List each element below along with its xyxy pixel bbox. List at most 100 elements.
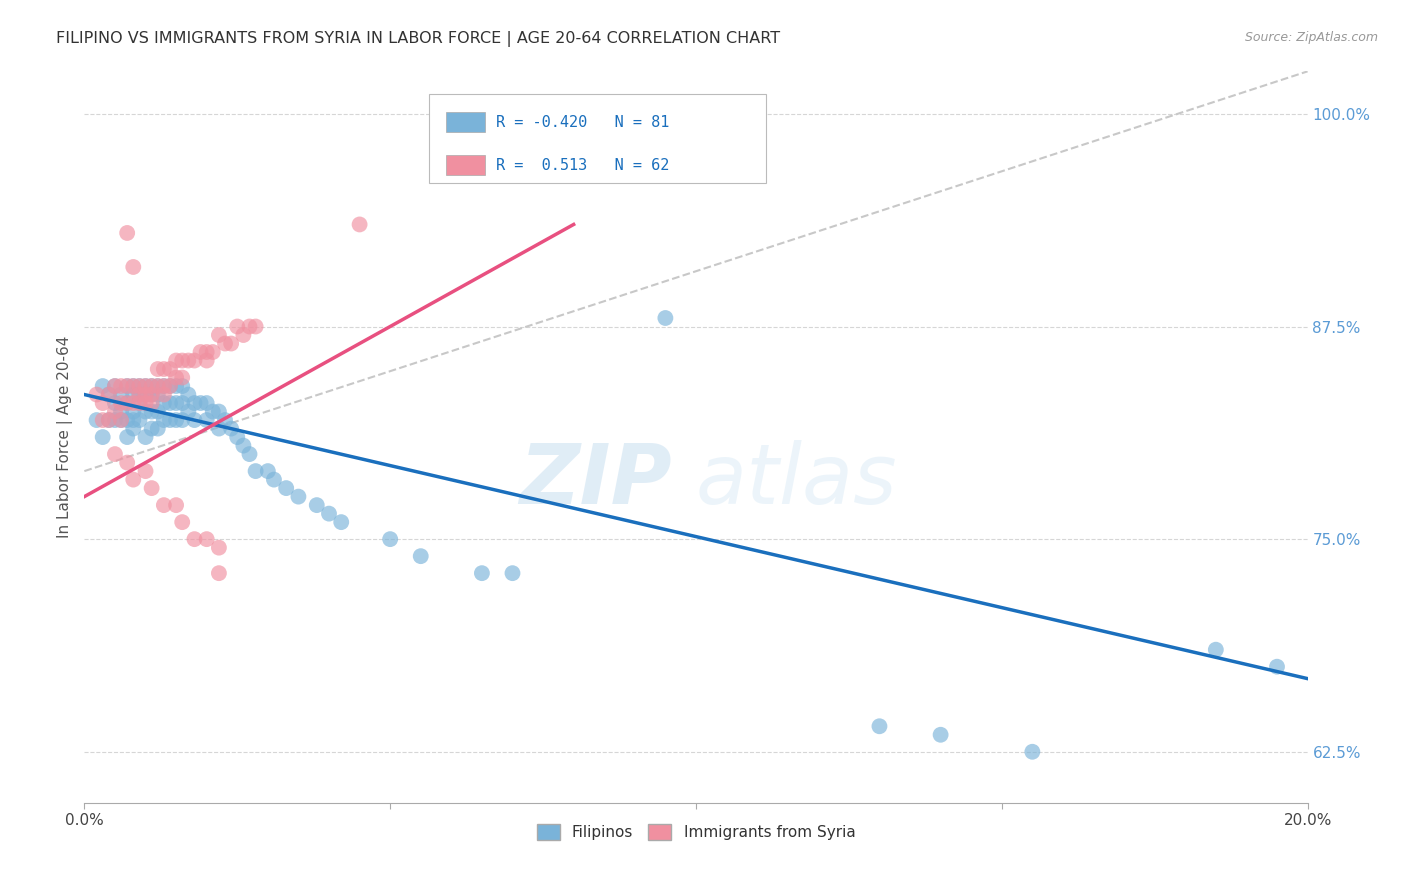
Text: atlas: atlas — [696, 441, 897, 522]
Point — [135, 379, 157, 393]
Point — [153, 379, 176, 393]
Point — [128, 396, 150, 410]
Point — [177, 404, 200, 418]
Point — [245, 319, 267, 334]
Point — [195, 396, 218, 410]
Point — [110, 396, 132, 410]
Point — [190, 345, 212, 359]
Point — [165, 413, 187, 427]
Point — [146, 362, 169, 376]
Point — [110, 413, 132, 427]
Point — [318, 507, 340, 521]
Text: R = -0.420   N = 81: R = -0.420 N = 81 — [496, 115, 669, 129]
Point — [869, 719, 891, 733]
Point — [128, 387, 150, 401]
Point — [226, 319, 249, 334]
Point — [104, 413, 127, 427]
Text: R =  0.513   N = 62: R = 0.513 N = 62 — [496, 158, 669, 172]
Point — [135, 396, 157, 410]
Point — [238, 319, 260, 334]
Point — [86, 413, 108, 427]
Point — [172, 515, 194, 529]
Point — [115, 226, 138, 240]
Point — [195, 345, 218, 359]
Point — [141, 379, 163, 393]
Point — [91, 430, 114, 444]
Point — [502, 566, 524, 581]
Point — [122, 404, 145, 418]
Point — [141, 387, 163, 401]
Point — [245, 464, 267, 478]
Point — [183, 396, 205, 410]
Point — [115, 396, 138, 410]
Point — [330, 515, 353, 529]
Point — [159, 413, 181, 427]
Point — [208, 566, 231, 581]
Text: Source: ZipAtlas.com: Source: ZipAtlas.com — [1244, 31, 1378, 45]
Point — [146, 387, 169, 401]
Point — [104, 379, 127, 393]
Point — [153, 413, 176, 427]
Point — [128, 387, 150, 401]
Point — [141, 396, 163, 410]
Point — [214, 336, 236, 351]
Point — [97, 413, 120, 427]
Point — [115, 413, 138, 427]
Point — [1265, 659, 1288, 673]
Point — [110, 404, 132, 418]
Point — [91, 379, 114, 393]
Point — [122, 413, 145, 427]
Text: FILIPINO VS IMMIGRANTS FROM SYRIA IN LABOR FORCE | AGE 20-64 CORRELATION CHART: FILIPINO VS IMMIGRANTS FROM SYRIA IN LAB… — [56, 31, 780, 47]
Point — [135, 379, 157, 393]
Point — [146, 379, 169, 393]
Point — [195, 353, 218, 368]
Point — [122, 379, 145, 393]
Point — [183, 413, 205, 427]
Point — [208, 541, 231, 555]
Point — [110, 387, 132, 401]
Point — [276, 481, 298, 495]
Point — [135, 387, 157, 401]
Point — [146, 421, 169, 435]
Point — [146, 404, 169, 418]
Point — [208, 328, 231, 343]
Point — [135, 430, 157, 444]
Point — [104, 379, 127, 393]
Point — [226, 430, 249, 444]
Point — [305, 498, 328, 512]
Point — [122, 260, 145, 274]
Point — [153, 387, 176, 401]
Point — [172, 413, 194, 427]
Legend: Filipinos, Immigrants from Syria: Filipinos, Immigrants from Syria — [530, 818, 862, 847]
Point — [86, 387, 108, 401]
Point — [128, 379, 150, 393]
Point — [208, 404, 231, 418]
Point — [208, 421, 231, 435]
Point — [159, 396, 181, 410]
Text: ZIP: ZIP — [519, 441, 672, 522]
Point — [183, 532, 205, 546]
Point — [201, 404, 224, 418]
Point — [195, 413, 218, 427]
Point — [165, 498, 187, 512]
Point — [238, 447, 260, 461]
Point — [91, 413, 114, 427]
Point — [214, 413, 236, 427]
Point — [135, 464, 157, 478]
Point — [165, 353, 187, 368]
Point — [165, 370, 187, 384]
Point — [172, 396, 194, 410]
Point — [104, 447, 127, 461]
Point — [153, 498, 176, 512]
Point — [141, 404, 163, 418]
Point — [232, 439, 254, 453]
Point — [190, 396, 212, 410]
Point — [654, 311, 676, 326]
Point — [172, 370, 194, 384]
Point — [141, 481, 163, 495]
Point — [183, 353, 205, 368]
Point — [141, 387, 163, 401]
Point — [110, 413, 132, 427]
Y-axis label: In Labor Force | Age 20-64: In Labor Force | Age 20-64 — [58, 336, 73, 538]
Point — [1021, 745, 1043, 759]
